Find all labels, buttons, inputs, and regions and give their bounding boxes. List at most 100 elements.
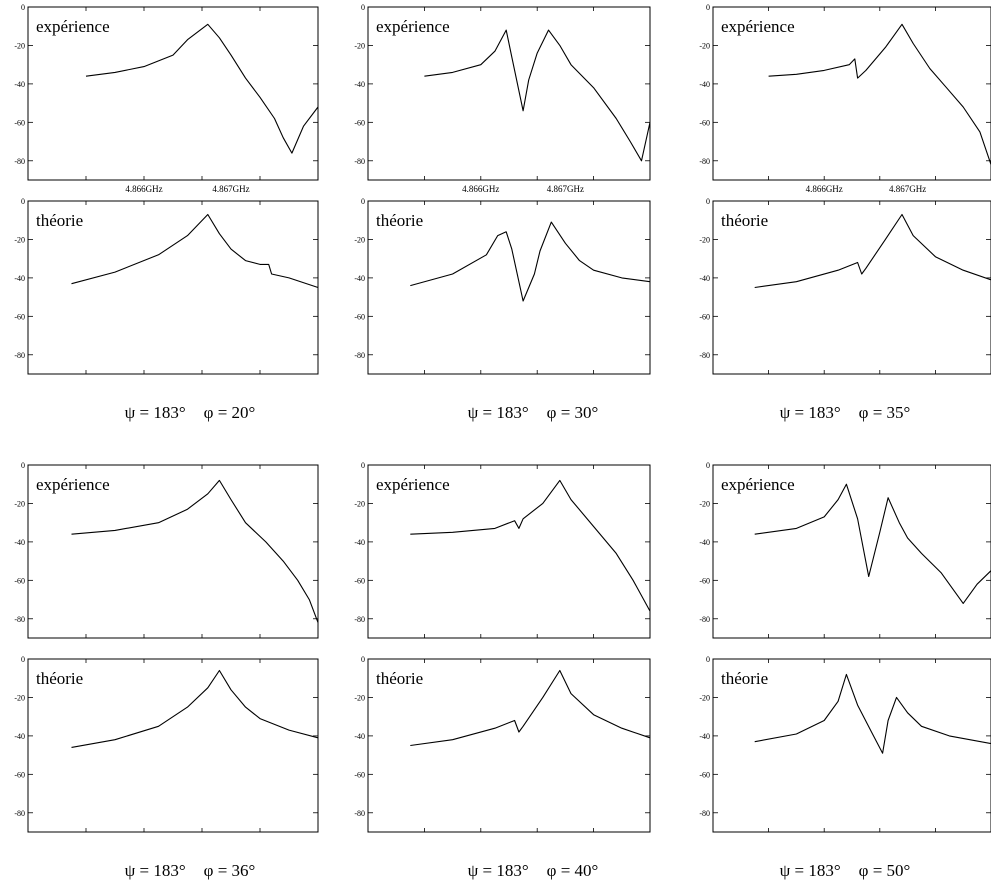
ytick-label-1-3: -60 [354, 118, 365, 127]
ytick-label-0-3: -60 [14, 118, 25, 127]
ytick-label-4-2: -40 [354, 274, 365, 283]
series-line-10 [410, 669, 651, 747]
caption-phi-5: φ = 50° [859, 861, 911, 880]
panel-caption-2: ψ = 183° φ = 35° [780, 403, 911, 422]
series-line-3 [71, 213, 319, 289]
panel-frame-8 [712, 464, 991, 639]
ytick-label-11-4: -80 [699, 809, 710, 818]
caption-psi-5: ψ = 183° [780, 861, 841, 880]
ytick-label-4-4: -80 [354, 351, 365, 360]
ytick-label-0-2: -40 [14, 80, 25, 89]
caption-psi-0: ψ = 183° [125, 403, 186, 422]
panel-caption-4: ψ = 183° φ = 40° [468, 861, 599, 880]
panel-frame-6 [27, 464, 319, 639]
ytick-label-7-1: -20 [354, 499, 365, 508]
ytick-label-11-0: 0 [706, 655, 710, 664]
ytick-label-3-1: -20 [14, 235, 25, 244]
ytick-label-2-3: -60 [699, 118, 710, 127]
series-line-4 [410, 221, 651, 302]
panel-label-7: expérience [376, 475, 450, 494]
ytick-label-6-0: 0 [21, 461, 25, 470]
series-line-2 [768, 23, 991, 165]
caption-phi-4: φ = 40° [547, 861, 599, 880]
series-line-9 [71, 669, 319, 748]
ytick-label-0-1: -20 [14, 41, 25, 50]
series-line-11 [754, 673, 991, 754]
ytick-label-2-2: -40 [699, 80, 710, 89]
panel-frame-5 [712, 200, 991, 375]
ytick-label-4-0: 0 [361, 197, 365, 206]
ytick-label-3-4: -80 [14, 351, 25, 360]
xtick-label-0-0: 4.866GHz [125, 184, 162, 194]
ytick-label-11-3: -60 [699, 770, 710, 779]
ytick-label-11-2: -40 [699, 732, 710, 741]
xtick-label-2-1: 4.867GHz [889, 184, 926, 194]
ytick-label-6-4: -80 [14, 615, 25, 624]
ytick-label-9-3: -60 [14, 770, 25, 779]
panel-label-11: théorie [721, 669, 768, 688]
ytick-label-3-0: 0 [21, 197, 25, 206]
panel-label-2: expérience [721, 17, 795, 36]
ytick-label-3-3: -60 [14, 312, 25, 321]
series-line-7 [410, 479, 651, 612]
panel-caption-1: ψ = 183° φ = 30° [468, 403, 599, 422]
panel-frame-0 [27, 6, 319, 181]
panel-label-5: théorie [721, 211, 768, 230]
ytick-label-6-1: -20 [14, 499, 25, 508]
caption-phi-2: φ = 35° [859, 403, 911, 422]
caption-psi-4: ψ = 183° [468, 861, 529, 880]
ytick-label-4-1: -20 [354, 235, 365, 244]
caption-psi-1: ψ = 183° [468, 403, 529, 422]
ytick-label-10-2: -40 [354, 732, 365, 741]
ytick-label-1-4: -80 [354, 157, 365, 166]
series-line-5 [754, 213, 991, 289]
ytick-label-1-0: 0 [361, 3, 365, 12]
ytick-label-4-3: -60 [354, 312, 365, 321]
panel-caption-3: ψ = 183° φ = 36° [125, 861, 256, 880]
ytick-label-1-1: -20 [354, 41, 365, 50]
ytick-label-8-1: -20 [699, 499, 710, 508]
ytick-label-1-2: -40 [354, 80, 365, 89]
ytick-label-5-0: 0 [706, 197, 710, 206]
panel-frame-10 [367, 658, 651, 833]
xtick-label-2-0: 4.866GHz [806, 184, 843, 194]
ytick-label-10-0: 0 [361, 655, 365, 664]
series-line-0 [85, 23, 319, 154]
ytick-label-2-0: 0 [706, 3, 710, 12]
panel-label-10: théorie [376, 669, 423, 688]
panel-label-1: expérience [376, 17, 450, 36]
panel-label-0: expérience [36, 17, 110, 36]
panel-frame-1 [367, 6, 651, 181]
ytick-label-0-4: -80 [14, 157, 25, 166]
ytick-label-3-2: -40 [14, 274, 25, 283]
series-line-1 [424, 29, 651, 162]
caption-phi-3: φ = 36° [204, 861, 256, 880]
ytick-label-5-1: -20 [699, 235, 710, 244]
panel-frame-2 [712, 6, 991, 181]
panel-caption-0: ψ = 183° φ = 20° [125, 403, 256, 422]
caption-psi-2: ψ = 183° [780, 403, 841, 422]
caption-phi-1: φ = 30° [547, 403, 599, 422]
ytick-label-0-0: 0 [21, 3, 25, 12]
ytick-label-9-4: -80 [14, 809, 25, 818]
panel-frame-9 [27, 658, 319, 833]
panel-frame-7 [367, 464, 651, 639]
ytick-label-10-3: -60 [354, 770, 365, 779]
panel-label-9: théorie [36, 669, 83, 688]
ytick-label-9-1: -20 [14, 693, 25, 702]
ytick-label-5-3: -60 [699, 312, 710, 321]
ytick-label-2-1: -20 [699, 41, 710, 50]
ytick-label-5-2: -40 [699, 274, 710, 283]
series-line-8 [754, 483, 991, 604]
ytick-label-10-1: -20 [354, 693, 365, 702]
caption-psi-3: ψ = 183° [125, 861, 186, 880]
ytick-label-9-0: 0 [21, 655, 25, 664]
ytick-label-8-3: -60 [699, 576, 710, 585]
series-line-6 [71, 479, 319, 623]
ytick-label-11-1: -20 [699, 693, 710, 702]
ytick-label-7-2: -40 [354, 538, 365, 547]
panel-label-6: expérience [36, 475, 110, 494]
ytick-label-8-4: -80 [699, 615, 710, 624]
